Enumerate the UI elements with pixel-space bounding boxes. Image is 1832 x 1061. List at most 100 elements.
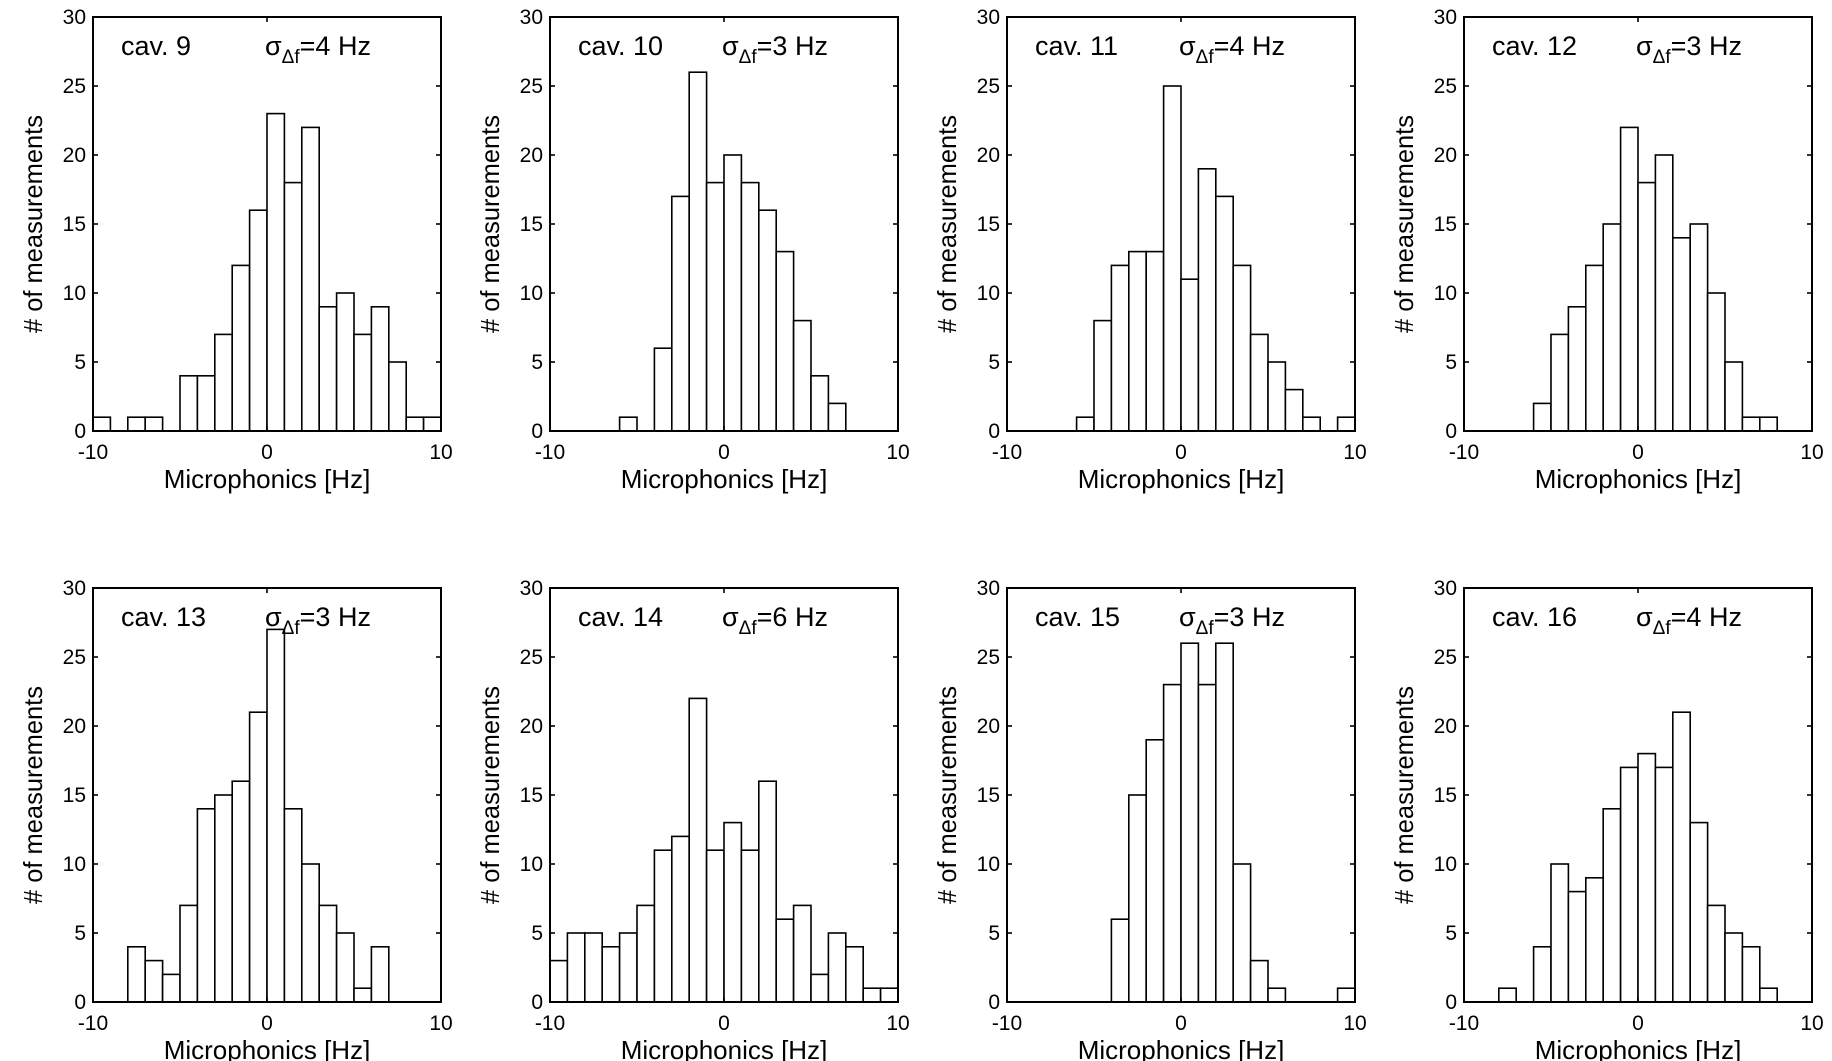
y-tick-label: 0	[988, 420, 1000, 443]
histogram-bar	[1724, 932, 1744, 1003]
histogram-bar	[1249, 959, 1269, 1003]
y-tick-label: 10	[63, 282, 86, 305]
histogram-bar	[300, 863, 320, 1003]
sigma-subscript: Δf	[282, 47, 301, 68]
histogram-bar	[1302, 416, 1322, 432]
histogram-bar	[214, 794, 234, 1003]
sigma-subscript: Δf	[1653, 47, 1672, 68]
histogram-bar	[1284, 388, 1304, 432]
histogram-bar	[1336, 987, 1356, 1003]
y-tick-label: 0	[531, 420, 543, 443]
y-tick-label: 20	[63, 715, 86, 738]
histogram-bar	[1724, 361, 1744, 432]
y-tick-label: 0	[1445, 420, 1457, 443]
histogram-bar	[740, 181, 760, 432]
y-tick-label: 25	[1434, 75, 1457, 98]
y-tick-label: 15	[63, 784, 86, 807]
histogram-bar	[370, 305, 390, 432]
x-axis-label: Microphonics [Hz]	[621, 1035, 828, 1061]
x-axis-label: Microphonics [Hz]	[164, 464, 371, 494]
histogram-bar	[335, 292, 355, 432]
histogram-bar	[1637, 181, 1657, 432]
sigma-symbol: σ	[722, 602, 739, 632]
cavity-label: cav. 11	[1035, 31, 1118, 61]
y-axis-label: # of measurements	[18, 686, 48, 904]
histogram-bar	[862, 987, 882, 1003]
histogram-bar	[1180, 642, 1200, 1003]
cavity-label: cav. 13	[121, 602, 206, 632]
y-tick-label: 10	[63, 853, 86, 876]
histogram-bar	[670, 195, 690, 432]
y-axis-label: # of measurements	[1389, 686, 1419, 904]
histogram-bar	[1672, 711, 1692, 1003]
sigma-value: =4 Hz	[300, 31, 371, 61]
y-tick-label: 30	[63, 6, 86, 29]
x-tick-label: -10	[992, 1012, 1022, 1035]
histogram-bar	[196, 807, 216, 1003]
y-tick-label: 5	[74, 351, 86, 374]
sigma-annotation: σΔf=3 Hz	[265, 602, 371, 639]
y-tick-label: 0	[1445, 991, 1457, 1014]
histogram-bar	[1672, 237, 1692, 432]
x-tick-label: 10	[1800, 1012, 1823, 1035]
x-tick-label: 0	[718, 441, 730, 464]
histogram-bar	[196, 374, 216, 432]
y-tick-label: 10	[520, 282, 543, 305]
histogram-bar	[775, 250, 795, 432]
y-tick-label: 10	[1434, 853, 1457, 876]
x-tick-label: -10	[535, 1012, 565, 1035]
histogram-bar	[405, 416, 425, 432]
histogram-bar	[688, 71, 708, 432]
histogram-bar	[387, 361, 407, 432]
x-axis-label: Microphonics [Hz]	[621, 464, 828, 494]
histogram-bar	[740, 849, 760, 1003]
histogram-bar	[775, 918, 795, 1003]
x-tick-label: -10	[1449, 441, 1479, 464]
sigma-subscript: Δf	[1196, 618, 1215, 639]
histogram-bar	[353, 333, 373, 432]
histogram-bar	[636, 904, 656, 1003]
sigma-symbol: σ	[1179, 602, 1196, 632]
histogram-bar	[144, 416, 164, 432]
histogram-bar	[127, 416, 147, 432]
y-tick-label: 15	[1434, 213, 1457, 236]
x-tick-label: -10	[78, 441, 108, 464]
sigma-annotation: σΔf=4 Hz	[1179, 31, 1285, 68]
sigma-value: =4 Hz	[1671, 602, 1742, 632]
cavity-label: cav. 15	[1035, 602, 1120, 632]
y-tick-label: 25	[520, 75, 543, 98]
histogram-bar	[1602, 807, 1622, 1003]
histogram-bar	[1145, 738, 1165, 1003]
histogram-bar	[688, 697, 708, 1003]
sigma-symbol: σ	[722, 31, 739, 61]
histogram-bar	[1162, 85, 1182, 432]
y-tick-label: 25	[63, 75, 86, 98]
histogram-bar	[1197, 683, 1217, 1003]
x-tick-label: 0	[1175, 441, 1187, 464]
sigma-subscript: Δf	[739, 618, 758, 639]
histogram-bar	[231, 264, 251, 432]
y-tick-label: 15	[520, 213, 543, 236]
x-tick-label: -10	[992, 441, 1022, 464]
y-tick-label: 30	[63, 577, 86, 600]
histogram-bar	[601, 945, 621, 1003]
x-tick-label: 0	[1175, 1012, 1187, 1035]
sigma-annotation: σΔf=4 Hz	[1636, 602, 1742, 639]
x-tick-label: -10	[78, 1012, 108, 1035]
histogram-bar	[1267, 361, 1287, 432]
histogram-bar	[248, 209, 268, 432]
y-tick-label: 0	[74, 420, 86, 443]
histogram-bar	[618, 932, 638, 1003]
histogram-bar	[266, 628, 286, 1003]
y-tick-label: 20	[520, 715, 543, 738]
histogram-bar	[283, 181, 303, 432]
y-tick-label: 15	[63, 213, 86, 236]
x-tick-label: -10	[535, 441, 565, 464]
x-tick-label: 0	[1632, 441, 1644, 464]
cavity-label: cav. 10	[578, 31, 663, 61]
histogram-bar	[335, 932, 355, 1003]
histogram-bar	[231, 780, 251, 1003]
